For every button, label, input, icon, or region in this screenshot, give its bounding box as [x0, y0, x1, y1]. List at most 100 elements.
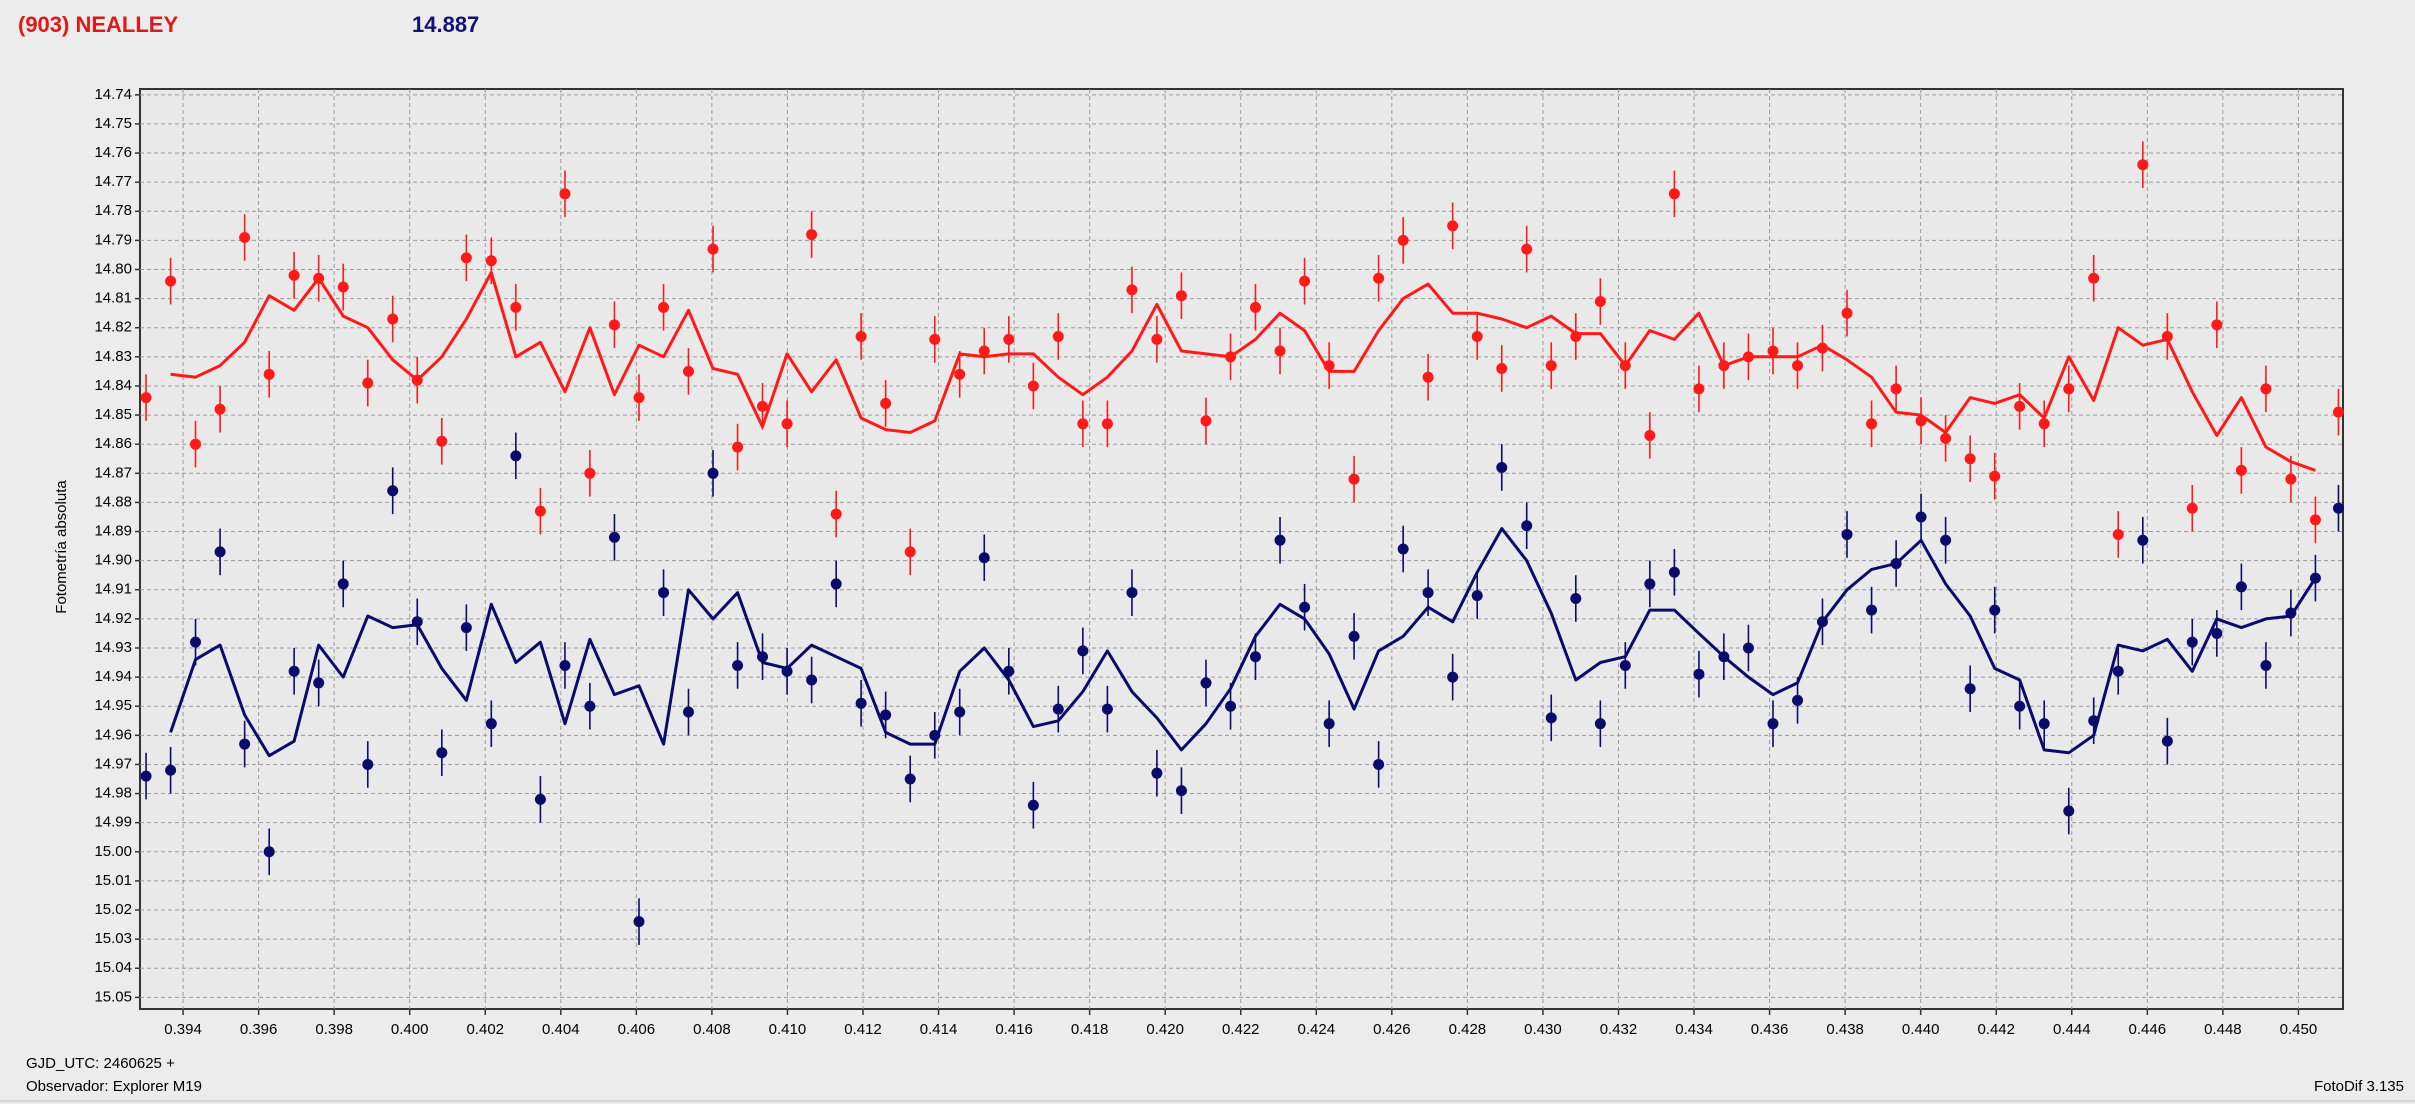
- data-point: [2186, 502, 2198, 514]
- data-point: [165, 764, 177, 776]
- data-point: [707, 243, 719, 255]
- data-point: [707, 467, 719, 479]
- y-tick-label: 14.82: [94, 319, 132, 336]
- y-tick-label: 14.91: [94, 581, 132, 598]
- chart-subtitle: 14.887: [412, 12, 479, 37]
- data-point: [682, 365, 694, 377]
- data-point: [2112, 528, 2124, 540]
- data-point: [2137, 159, 2149, 171]
- data-point: [534, 793, 546, 805]
- data-point: [1521, 243, 1533, 255]
- data-point: [633, 916, 645, 928]
- data-point: [1594, 296, 1606, 308]
- x-tick-label: 0.408: [693, 1021, 731, 1038]
- data-point: [534, 505, 546, 517]
- data-point: [1027, 799, 1039, 811]
- y-tick-label: 14.87: [94, 464, 132, 481]
- data-point: [633, 392, 645, 404]
- data-point: [1027, 380, 1039, 392]
- data-point: [2211, 319, 2223, 331]
- data-point: [1101, 703, 1113, 715]
- data-point: [337, 281, 349, 293]
- data-point: [362, 377, 374, 389]
- data-point: [1792, 360, 1804, 372]
- data-point: [1940, 534, 1952, 546]
- data-point: [584, 467, 596, 479]
- x-tick-label: 0.398: [315, 1021, 353, 1038]
- x-tick-label: 0.432: [1600, 1021, 1638, 1038]
- data-point: [387, 313, 399, 325]
- y-tick-label: 14.84: [94, 377, 132, 394]
- data-point: [855, 330, 867, 342]
- y-tick-label: 14.74: [94, 86, 132, 103]
- data-point: [1989, 604, 2001, 616]
- y-tick-label: 15.04: [94, 959, 132, 976]
- x-tick-label: 0.412: [844, 1021, 882, 1038]
- y-tick-label: 15.00: [94, 843, 132, 860]
- data-point: [1594, 718, 1606, 730]
- data-point: [1151, 333, 1163, 345]
- y-tick-label: 14.98: [94, 785, 132, 802]
- data-point: [1792, 694, 1804, 706]
- data-point: [880, 397, 892, 409]
- x-tick-label: 0.404: [542, 1021, 580, 1038]
- data-point: [337, 578, 349, 590]
- data-point: [1496, 461, 1508, 473]
- data-point: [436, 435, 448, 447]
- data-point: [313, 677, 325, 689]
- data-point: [1348, 473, 1360, 485]
- data-point: [1052, 330, 1064, 342]
- data-point: [362, 758, 374, 770]
- data-point: [2235, 581, 2247, 593]
- data-point: [165, 275, 177, 287]
- x-tick-label: 0.442: [1977, 1021, 2015, 1038]
- y-tick-label: 14.95: [94, 697, 132, 714]
- data-point: [288, 665, 300, 677]
- data-point: [2137, 534, 2149, 546]
- data-point: [954, 368, 966, 380]
- data-point: [1521, 520, 1533, 532]
- data-point: [214, 546, 226, 558]
- y-tick-label: 14.89: [94, 523, 132, 540]
- y-tick-label: 14.96: [94, 726, 132, 743]
- data-point: [510, 450, 522, 462]
- data-point: [904, 546, 916, 558]
- x-tick-label: 0.434: [1675, 1021, 1713, 1038]
- y-tick-label: 15.01: [94, 872, 132, 889]
- x-tick-label: 0.414: [920, 1021, 958, 1038]
- x-tick-label: 0.440: [1902, 1021, 1940, 1038]
- data-point: [1989, 470, 2001, 482]
- y-tick-label: 14.86: [94, 435, 132, 452]
- data-point: [1471, 330, 1483, 342]
- data-point: [608, 531, 620, 543]
- y-axis-label: Fotometría absoluta: [53, 480, 70, 614]
- data-point: [978, 552, 990, 564]
- data-point: [1299, 601, 1311, 613]
- data-point: [2014, 400, 2026, 412]
- data-point: [1126, 284, 1138, 296]
- data-point: [682, 706, 694, 718]
- data-point: [190, 438, 202, 450]
- data-point: [1693, 383, 1705, 395]
- data-point: [1668, 566, 1680, 578]
- data-point: [436, 747, 448, 759]
- data-point: [2112, 665, 2124, 677]
- data-point: [460, 252, 472, 264]
- data-point: [1841, 307, 1853, 319]
- data-point: [1077, 645, 1089, 657]
- y-tick-label: 14.83: [94, 348, 132, 365]
- data-point: [1200, 415, 1212, 427]
- data-point: [1545, 712, 1557, 724]
- data-point: [485, 718, 497, 730]
- data-point: [2211, 627, 2223, 639]
- y-tick-label: 15.05: [94, 988, 132, 1005]
- x-tick-label: 0.400: [391, 1021, 429, 1038]
- data-point: [2332, 502, 2344, 514]
- trend-line: [169, 527, 2317, 758]
- y-tick-label: 14.76: [94, 144, 132, 161]
- data-point: [1668, 188, 1680, 200]
- data-point: [1373, 758, 1385, 770]
- data-point: [1323, 718, 1335, 730]
- y-tick-label: 14.88: [94, 493, 132, 510]
